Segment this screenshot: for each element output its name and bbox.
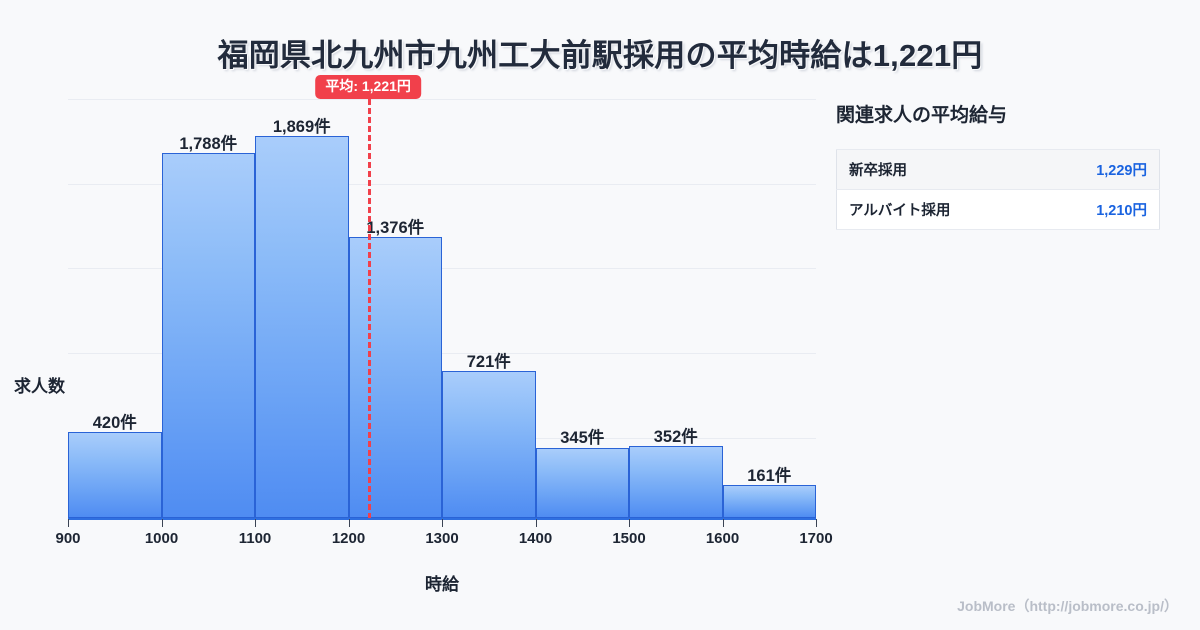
x-axis-tick: [816, 519, 817, 527]
x-axis-title: 時給: [425, 575, 459, 594]
gridline: [68, 353, 816, 354]
salary-row-label: アルバイト採用: [836, 189, 1039, 230]
histogram-chart: 求人数 420件 1,788件 1,869件 1,376件 721件 345件 352件 16…: [0, 75, 833, 610]
average-line: [368, 99, 372, 519]
table-row: 新卒採用 1,229円: [836, 149, 1160, 190]
gridline: [68, 268, 816, 269]
gridline: [68, 99, 816, 100]
x-axis-tick-label: 1100: [238, 530, 272, 547]
x-axis-tick-label: 1600: [705, 530, 740, 547]
bar-value-label: 352件: [653, 428, 698, 447]
bar-value-label: 420件: [92, 414, 137, 433]
bar: [161, 152, 255, 518]
related-salary-table: 新卒採用 1,229円 アルバイト採用 1,210円: [836, 149, 1160, 230]
average-badge: 平均: 1,221円: [315, 75, 421, 100]
footer-credit: JobMore（http://jobmore.co.jp/）: [957, 598, 1178, 614]
x-axis-tick-label: 900: [55, 530, 81, 547]
x-axis-tick: [161, 519, 163, 527]
x-axis-tick: [629, 519, 630, 527]
bar-value-label: 345件: [560, 429, 605, 448]
y-axis-title: 求人数: [14, 377, 65, 396]
related-salary-panel: 関連求人の平均給与 新卒採用 1,229円 アルバイト採用 1,210円: [836, 100, 1176, 230]
bar: [442, 370, 536, 518]
salary-row-value: 1,210円: [1038, 189, 1160, 230]
x-axis-tick-label: 1400: [518, 530, 553, 547]
bar-value-label: 161件: [747, 467, 792, 486]
bar-value-label: 1,788件: [179, 134, 238, 153]
x-axis-tick-label: 1200: [331, 530, 366, 547]
salary-row-label: 新卒採用: [836, 149, 1039, 190]
bar-value-label: 721件: [466, 352, 511, 371]
x-axis-tick-label: 1500: [612, 530, 646, 547]
gridline: [68, 184, 816, 185]
x-axis-tick: [442, 519, 443, 527]
x-axis-tick-label: 1300: [425, 530, 459, 547]
salary-row-value: 1,229円: [1038, 149, 1160, 190]
bar: [348, 236, 442, 518]
x-axis-tick: [348, 519, 350, 527]
bar-value-label: 1,869件: [272, 117, 331, 136]
bar: [68, 432, 162, 518]
x-axis-tick-label: 1700: [799, 530, 833, 547]
bar-value-label: 1,376件: [366, 218, 425, 237]
related-salary-heading: 関連求人の平均給与: [836, 105, 1008, 126]
x-axis-tick: [722, 519, 724, 527]
x-axis-tick-label: 1000: [144, 530, 179, 547]
x-axis-tick: [535, 519, 537, 527]
table-row: アルバイト採用 1,210円: [836, 189, 1160, 230]
bar: [629, 446, 723, 518]
page-title: 福岡県北九州市九州工大前駅採用の平均時給は1,221円: [217, 38, 983, 73]
x-axis-tick: [68, 519, 69, 527]
plot-area: 420件 1,788件 1,869件 1,376件 721件 345件 352件 161件 平…: [68, 75, 816, 520]
bar: [255, 136, 349, 518]
bar: [722, 485, 816, 518]
bar: [535, 447, 629, 518]
x-axis-tick: [255, 519, 256, 527]
